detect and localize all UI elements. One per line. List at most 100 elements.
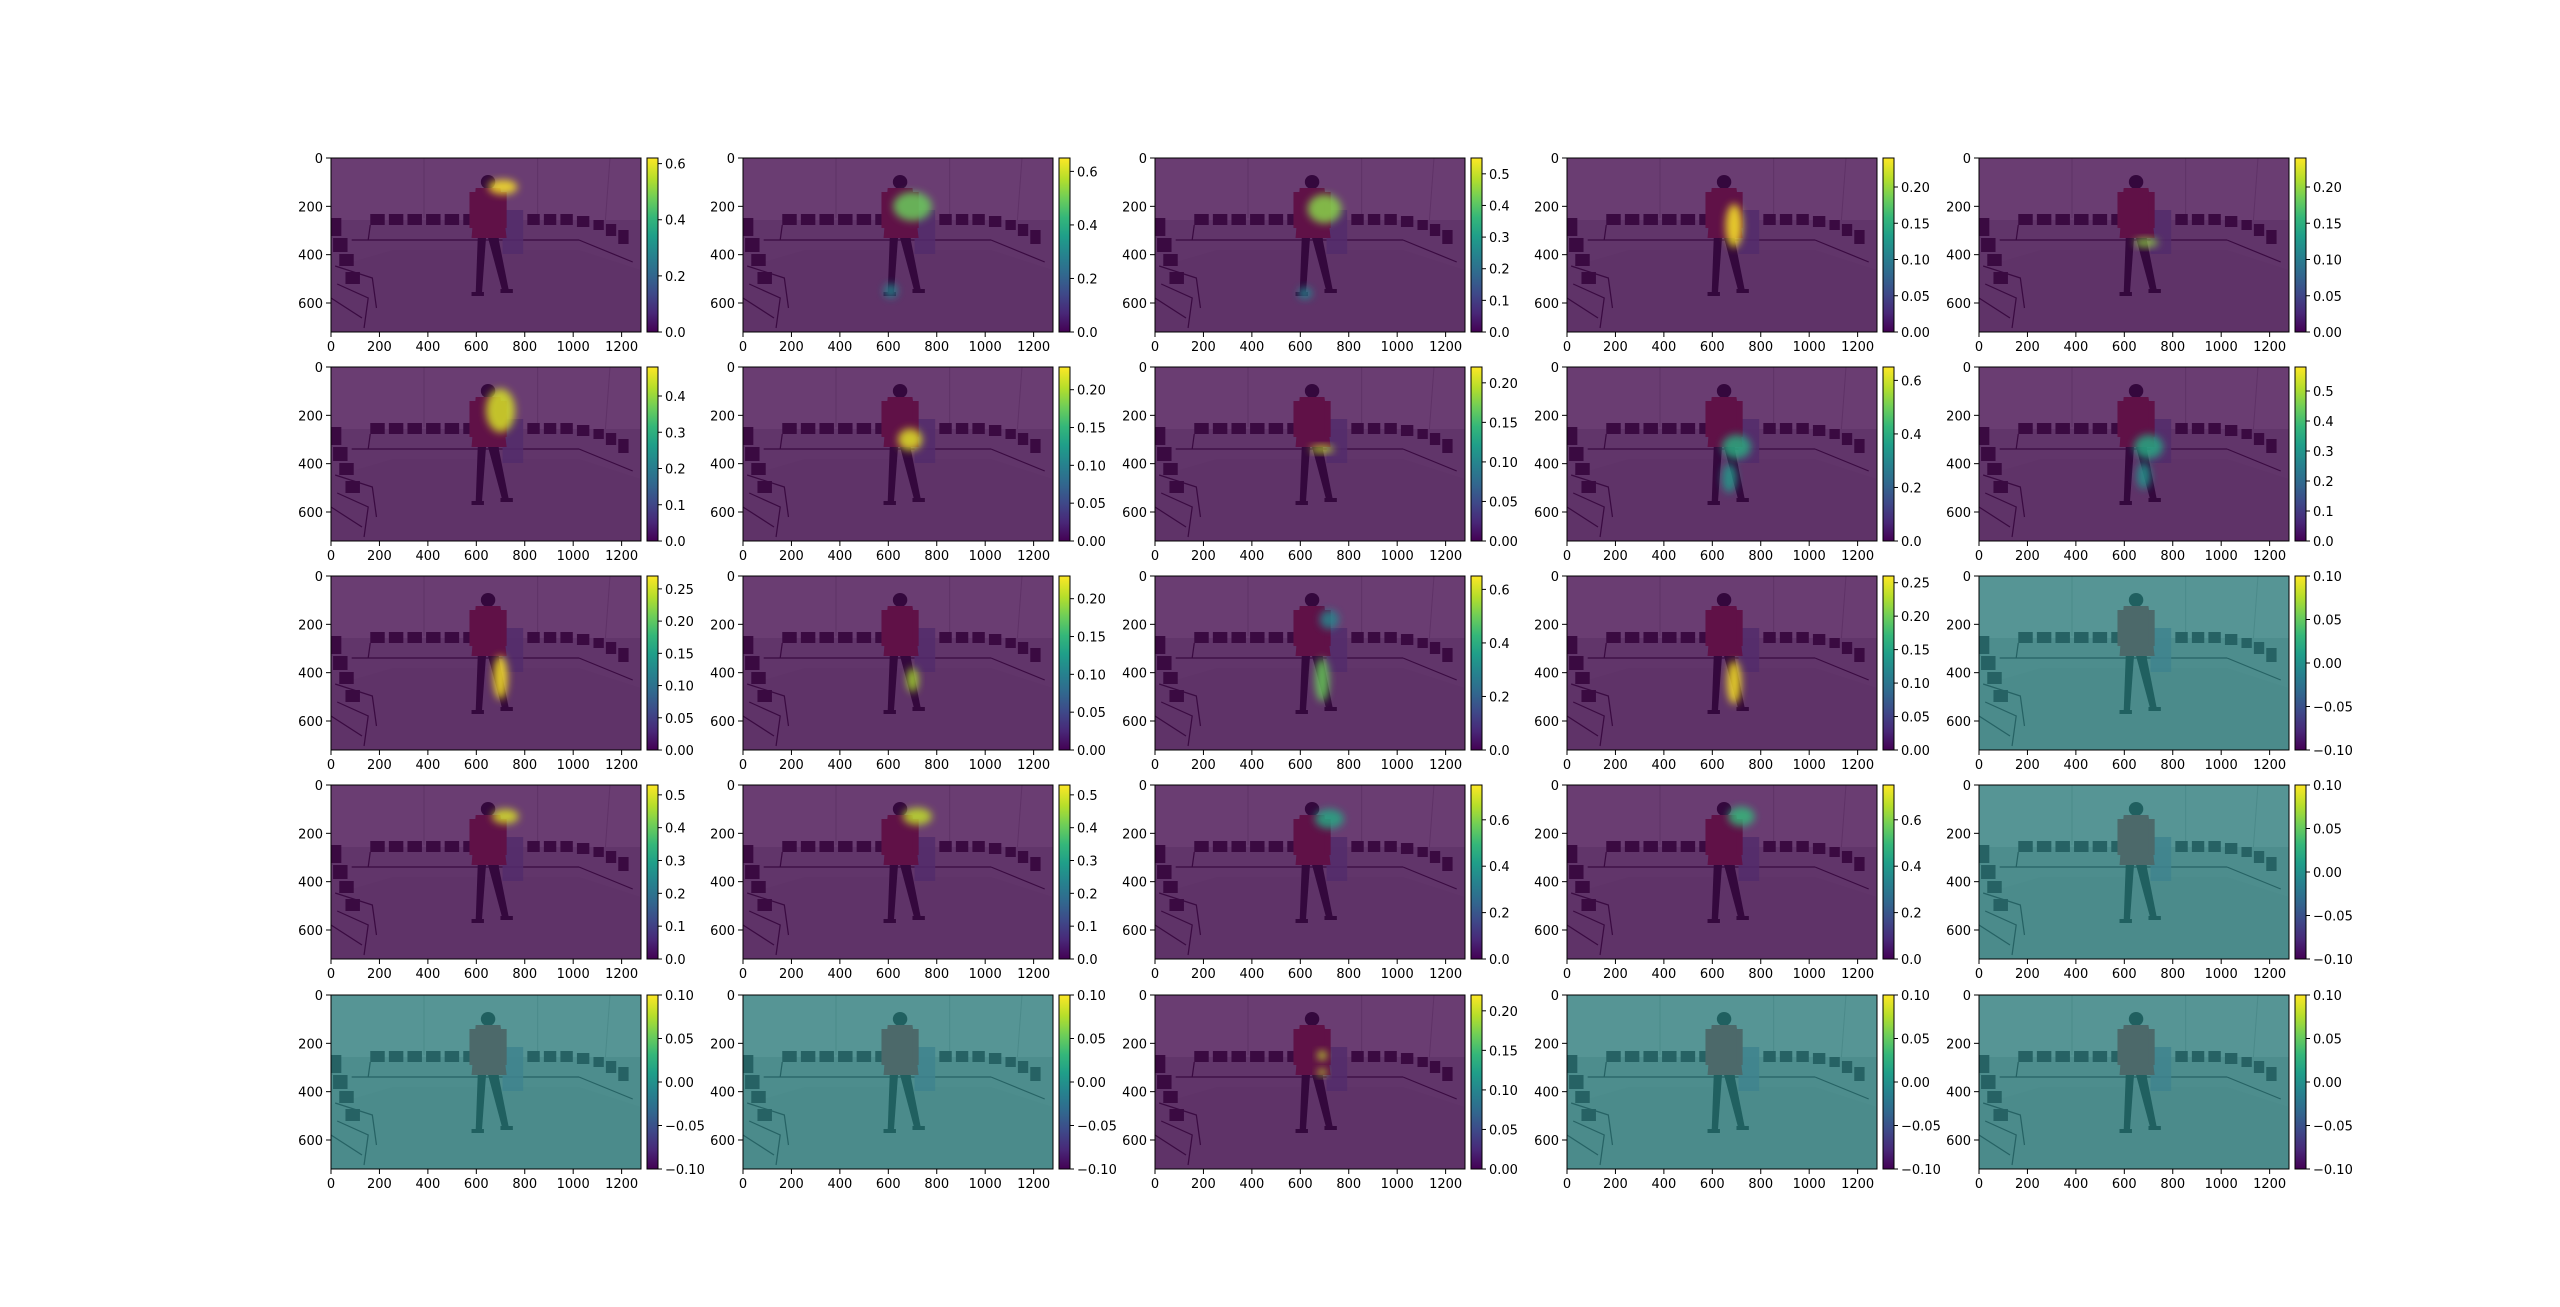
- heatmap-hotspot: [1319, 609, 1340, 630]
- x-tick-label: 800: [1748, 1177, 1773, 1192]
- heatmap-hotspot: [898, 428, 923, 451]
- axes-frame: [1566, 157, 1878, 333]
- heatmap-hotspot: [1297, 287, 1313, 300]
- x-tick-label: 400: [2063, 1177, 2088, 1192]
- colorbar-tick-label: 0.20: [1489, 1005, 1518, 1020]
- colorbar-tick-label: 0.2: [1077, 272, 1098, 287]
- colorbar-tick-label: 0.1: [1077, 920, 1098, 935]
- x-tick-label: 400: [827, 758, 852, 773]
- y-tick-label: 400: [1534, 249, 1559, 264]
- colorbar-tick-label: 0.2: [1077, 887, 1098, 902]
- colorbar-tick-label: 0.2: [1489, 907, 1510, 922]
- x-tick-label: 800: [924, 340, 949, 355]
- y-tick-label: 0: [727, 570, 735, 585]
- x-tick-label: 0: [327, 1177, 335, 1192]
- x-tick-label: 600: [2112, 967, 2137, 982]
- x-tick-label: 1200: [605, 549, 638, 564]
- axes-frame: [330, 575, 642, 751]
- x-tick-label: 1000: [1381, 967, 1414, 982]
- colorbar-tick-label: 0.6: [1489, 583, 1510, 598]
- scene-image: [1155, 785, 1465, 959]
- x-tick-label: 200: [779, 549, 804, 564]
- colorbar-tick-label: 0.0: [1489, 953, 1510, 968]
- y-tick-label: 200: [1946, 200, 1971, 215]
- colorbar-tick-label: 0.2: [665, 270, 686, 285]
- colorbar-tick-label: 0.3: [2313, 445, 2334, 460]
- x-tick-label: 1200: [1429, 758, 1462, 773]
- y-tick-label: 400: [298, 1086, 323, 1101]
- scene-image: [743, 785, 1053, 959]
- axes-frame: [1154, 157, 1466, 333]
- colorbar-tick-label: 0.15: [2313, 217, 2342, 232]
- x-tick-label: 800: [1336, 967, 1361, 982]
- y-tick-label: 0: [1963, 152, 1971, 167]
- x-tick-label: 1000: [2205, 340, 2238, 355]
- colorbar-tick-label: 0.05: [2313, 614, 2342, 629]
- x-tick-label: 1000: [969, 340, 1002, 355]
- colorbar-tick-label: 0.10: [1077, 989, 1106, 1004]
- y-tick-label: 400: [1122, 458, 1147, 473]
- colorbar-tick-label: 0.6: [1077, 165, 1098, 180]
- y-tick-label: 200: [1534, 409, 1559, 424]
- x-tick-label: 200: [1603, 340, 1628, 355]
- colorbar: [1882, 784, 1895, 960]
- x-tick-label: 600: [1700, 549, 1725, 564]
- x-tick-label: 1000: [969, 1177, 1002, 1192]
- colorbar: [646, 784, 659, 960]
- heatmap-panel-7: 0 200 400 600 800 1000 1200 0 200 400 600 0.00 0.05 0…: [710, 361, 1106, 564]
- heatmap-base: [743, 995, 1053, 1169]
- colorbar: [2294, 784, 2307, 960]
- x-tick-label: 1000: [1793, 549, 1826, 564]
- x-tick-label: 200: [2015, 549, 2040, 564]
- axes-frame: [330, 994, 642, 1170]
- scene-image: [1979, 367, 2289, 541]
- x-tick-label: 0: [1151, 758, 1159, 773]
- y-tick-label: 400: [1122, 667, 1147, 682]
- x-tick-label: 400: [1651, 1177, 1676, 1192]
- x-tick-label: 1200: [2253, 758, 2286, 773]
- x-tick-label: 1200: [2253, 549, 2286, 564]
- colorbar: [1882, 575, 1895, 751]
- heatmap-base: [1567, 367, 1877, 541]
- heatmap-hotspot: [492, 809, 519, 824]
- colorbar-tick-label: 0.20: [1077, 384, 1106, 399]
- heatmap-base: [1979, 576, 2289, 750]
- colorbar-tick-label: 0.6: [665, 158, 686, 173]
- colorbar-tick-label: 0.10: [665, 989, 694, 1004]
- y-tick-label: 0: [1551, 152, 1559, 167]
- heatmap-base: [1155, 158, 1465, 332]
- scene-image: [1567, 995, 1877, 1169]
- axes-frame: [742, 994, 1054, 1170]
- y-tick-label: 400: [1534, 667, 1559, 682]
- colorbar-tick-label: 0.10: [1901, 254, 1930, 269]
- colorbar: [1470, 575, 1483, 751]
- x-tick-label: 0: [1563, 549, 1571, 564]
- scene-image: [331, 158, 641, 332]
- colorbar-tick-label: 0.0: [1901, 953, 1922, 968]
- x-tick-label: 800: [512, 549, 537, 564]
- x-tick-label: 200: [367, 967, 392, 982]
- y-tick-label: 0: [727, 152, 735, 167]
- x-tick-label: 600: [1700, 758, 1725, 773]
- x-tick-label: 600: [876, 967, 901, 982]
- y-tick-label: 0: [727, 779, 735, 794]
- colorbar-tick-label: 0.10: [2313, 254, 2342, 269]
- x-tick-label: 800: [2160, 549, 2185, 564]
- y-tick-label: 200: [1122, 827, 1147, 842]
- x-tick-label: 200: [1191, 967, 1216, 982]
- scene-image: [1979, 785, 2289, 959]
- scene-image: [743, 995, 1053, 1169]
- y-tick-label: 400: [298, 458, 323, 473]
- x-tick-label: 600: [876, 549, 901, 564]
- y-tick-label: 600: [1946, 506, 1971, 521]
- heatmap-hotspot: [902, 807, 932, 825]
- colorbar-tick-label: 0.4: [665, 822, 686, 837]
- x-tick-label: 0: [1151, 549, 1159, 564]
- y-tick-label: 200: [710, 827, 735, 842]
- colorbar-tick-label: 0.15: [1901, 217, 1930, 232]
- y-tick-label: 400: [710, 1086, 735, 1101]
- x-tick-label: 400: [827, 549, 852, 564]
- colorbar-tick-label: 0.3: [665, 855, 686, 870]
- heatmap-base: [331, 995, 641, 1169]
